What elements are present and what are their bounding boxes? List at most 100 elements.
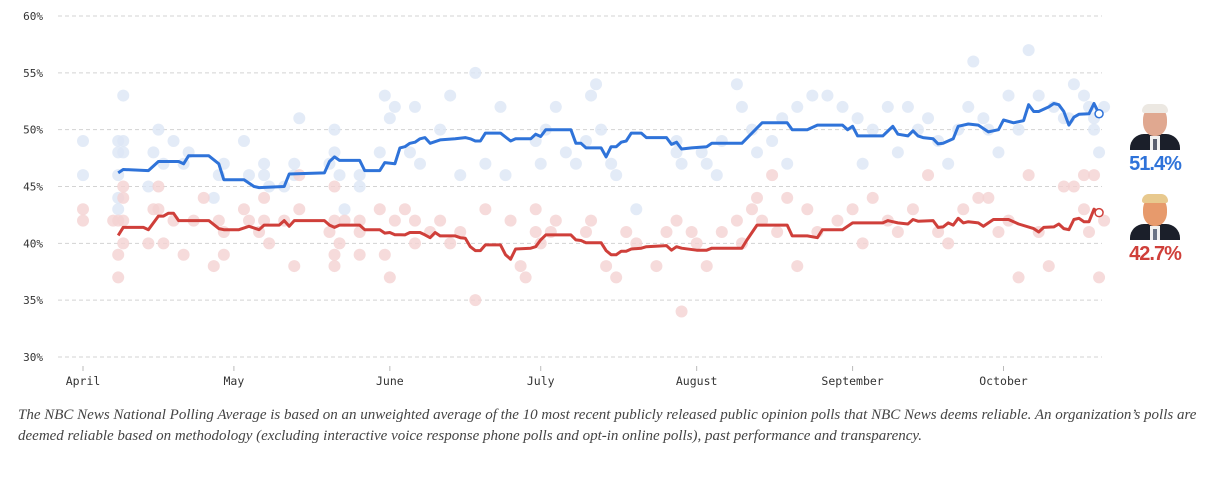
methodology-caption: The NBC News National Polling Average is…	[18, 407, 1197, 444]
poll-dot	[494, 100, 507, 113]
y-tick-label: 45%	[23, 181, 43, 194]
poll-dot	[992, 225, 1005, 238]
poll-dot	[881, 100, 894, 113]
poll-dot	[117, 135, 130, 148]
poll-dot	[766, 169, 779, 182]
poll-dot	[549, 100, 562, 113]
poll-dot	[605, 157, 618, 170]
x-tick-label: September	[821, 374, 883, 388]
poll-dot	[1077, 203, 1090, 216]
poll-dot	[388, 214, 401, 227]
poll-dot	[1067, 180, 1080, 193]
poll-dot	[866, 123, 879, 136]
poll-dot	[866, 191, 879, 204]
poll-dot	[685, 225, 698, 238]
y-tick-label: 35%	[23, 294, 43, 307]
poll-dot	[408, 237, 421, 250]
poll-dot	[514, 260, 527, 273]
poll-dot	[1022, 169, 1035, 182]
poll-dot	[353, 248, 366, 261]
poll-dot	[152, 123, 165, 136]
poll-dot	[851, 112, 864, 125]
poll-dot	[217, 248, 230, 261]
poll-dot	[373, 146, 386, 159]
average-line	[117, 102, 1101, 190]
poll-dot	[569, 157, 582, 170]
poll-dot	[932, 225, 945, 238]
poll-dot	[549, 214, 562, 227]
poll-dot	[600, 260, 613, 273]
poll-dot	[962, 100, 975, 113]
poll-dot	[972, 191, 985, 204]
poll-dot	[77, 214, 89, 227]
x-tick-label: May	[224, 374, 245, 388]
candidate-blue-photo	[1130, 103, 1180, 150]
poll-dot	[650, 260, 663, 273]
poll-dot	[237, 203, 250, 216]
poll-dot	[1002, 89, 1015, 102]
x-tick-label: June	[376, 374, 404, 388]
poll-dot	[992, 146, 1005, 159]
candidate-red-photo	[1130, 193, 1180, 240]
poll-dot	[922, 112, 935, 125]
poll-dot	[333, 237, 346, 250]
poll-dot	[1022, 44, 1035, 57]
poll-dot	[1057, 180, 1070, 193]
poll-dot	[891, 225, 904, 238]
poll-dot	[444, 237, 457, 250]
poll-dot	[414, 157, 427, 170]
poll-dot	[670, 146, 683, 159]
poll-dot	[408, 214, 421, 227]
y-tick-label: 50%	[23, 124, 43, 137]
x-axis: April May June July August September October	[66, 366, 1028, 388]
poll-dot	[142, 237, 155, 250]
poll-dot	[891, 146, 904, 159]
poll-dot	[293, 203, 306, 216]
poll-dot	[288, 157, 301, 170]
poll-dot	[559, 146, 572, 159]
poll-dot	[580, 225, 592, 238]
poll-dot	[207, 260, 220, 273]
poll-dot	[378, 89, 391, 102]
poll-dot	[333, 169, 346, 182]
poll-dot	[1077, 89, 1090, 102]
poll-dot	[806, 89, 819, 102]
poll-dot	[856, 157, 869, 170]
x-tick-label: July	[527, 374, 555, 388]
y-tick-label: 60%	[23, 10, 43, 23]
poll-dot	[117, 214, 130, 227]
poll-dot	[1093, 271, 1106, 284]
poll-dot	[383, 112, 396, 125]
poll-dot	[519, 271, 532, 284]
poll-dot	[942, 237, 955, 250]
poll-dot	[293, 112, 306, 125]
poll-dot	[781, 157, 794, 170]
poll-dot	[403, 146, 416, 159]
poll-dot	[675, 305, 688, 318]
poll-dot	[831, 214, 844, 227]
gridlines	[58, 15, 1102, 358]
poll-dot	[1083, 225, 1095, 238]
poll-dot	[529, 225, 542, 238]
poll-dot	[212, 214, 225, 227]
poll-dot	[1012, 123, 1025, 136]
candidate-red: 42.7%	[1118, 193, 1192, 266]
poll-dot	[328, 146, 341, 159]
poll-dot	[660, 225, 673, 238]
poll-dot	[751, 191, 764, 204]
poll-dot	[675, 157, 688, 170]
poll-dot	[469, 66, 482, 79]
poll-dot	[388, 100, 401, 113]
poll-dot	[730, 78, 743, 91]
poll-dot	[434, 214, 447, 227]
poll-dot	[197, 191, 210, 204]
poll-dot	[836, 100, 849, 113]
poll-dot	[1077, 169, 1090, 182]
poll-dot	[1088, 123, 1101, 136]
poll-dot	[846, 203, 859, 216]
poll-dot	[534, 157, 547, 170]
poll-dot	[766, 135, 779, 148]
poll-dot	[595, 123, 608, 136]
poll-dot	[967, 55, 980, 68]
poll-dot	[207, 191, 220, 204]
